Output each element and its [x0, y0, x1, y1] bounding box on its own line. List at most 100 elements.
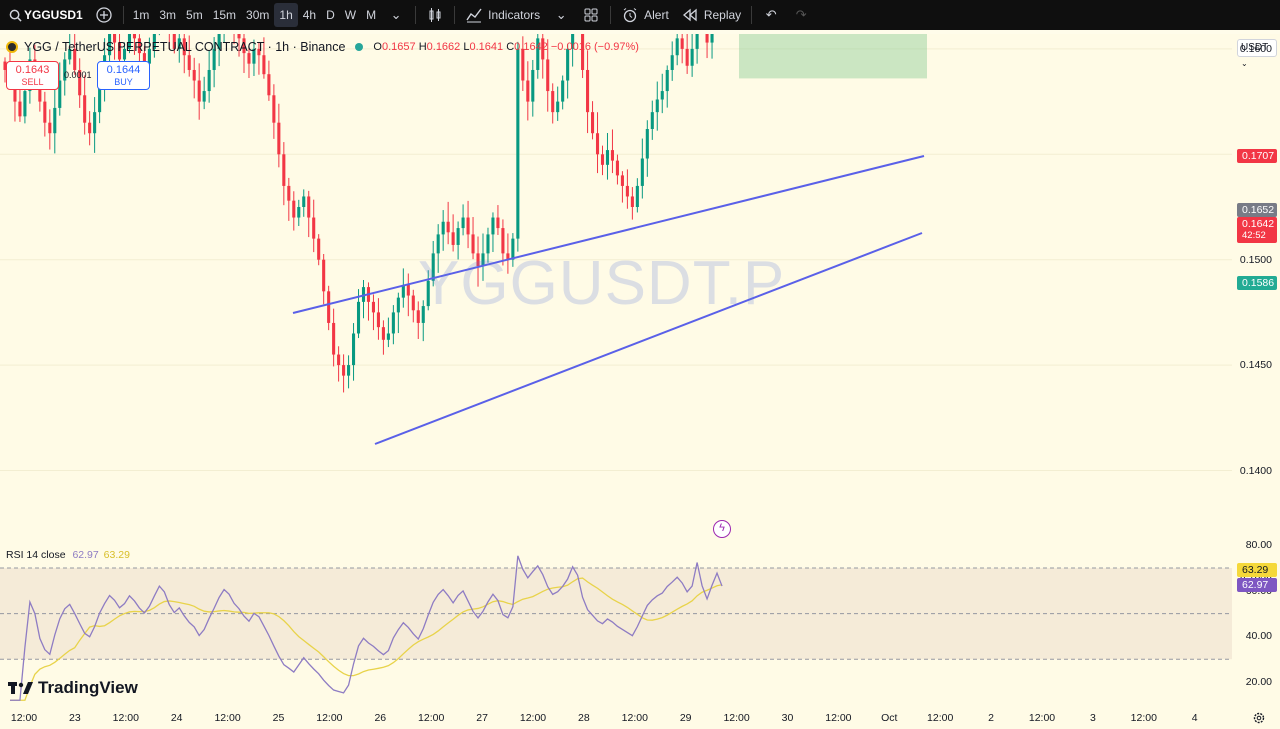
logo-text: TradingView: [38, 678, 138, 697]
candle-body: [381, 327, 385, 340]
rsi-axis-label: 80.00: [1245, 539, 1272, 552]
chevron-down-icon: ⌄: [390, 7, 402, 22]
time-axis-label: 28: [578, 712, 590, 724]
price-axis-label: 0.1500: [1239, 253, 1272, 266]
alert-button[interactable]: Alert: [615, 0, 675, 30]
candle-body: [117, 42, 122, 60]
candle-body: [43, 101, 47, 123]
interval-1m[interactable]: 1m: [132, 8, 150, 22]
candle-body: [526, 80, 530, 102]
indicators-dropdown[interactable]: ⌄: [546, 0, 576, 30]
candle-body: [93, 112, 97, 134]
entry-price-tag: 0.1652: [1237, 203, 1277, 217]
buy-button[interactable]: 0.1644 BUY: [97, 61, 150, 90]
candle-body: [446, 221, 450, 233]
undo-button[interactable]: ↶: [756, 0, 786, 30]
tradingview-logo-icon: [8, 682, 33, 694]
upper-trendline[interactable]: [292, 155, 925, 314]
candle-body: [282, 154, 286, 186]
chart-type-button[interactable]: [420, 0, 450, 30]
time-axis-label: 24: [170, 712, 183, 724]
candle-body: [68, 48, 72, 60]
candle-body: [635, 185, 639, 207]
time-axis-label: 29: [679, 712, 692, 724]
symbol-search[interactable]: YGGUSD1: [0, 0, 89, 30]
price-axis-label: 0.1400: [1239, 464, 1272, 477]
candle-body: [695, 34, 699, 49]
candle-body: [571, 34, 575, 49]
time-axis-label: 12:00: [621, 712, 648, 724]
time-axis-label: 12:00: [519, 712, 547, 724]
tradingview-logo[interactable]: TradingView: [8, 678, 138, 698]
candle-body: [690, 48, 694, 66]
interval-5m[interactable]: 5m: [186, 8, 203, 22]
candle-body: [491, 217, 495, 235]
time-axis-label: 12:00: [723, 712, 750, 724]
rsi-axis-label: 20.00: [1245, 676, 1272, 688]
flash-icon[interactable]: ϟ: [713, 520, 731, 538]
sell-button[interactable]: 0.1643 SELL: [6, 61, 59, 90]
interval-15m[interactable]: 15m: [212, 8, 237, 22]
current-price-tag: 0.1642 42:52: [1237, 217, 1277, 243]
time-axis[interactable]: [0, 706, 1280, 729]
redo-button[interactable]: ↷: [786, 0, 816, 30]
indicators-label: Indicators: [488, 8, 541, 22]
candle-body: [347, 365, 351, 376]
candle-body: [501, 228, 505, 254]
candle-body: [541, 38, 545, 60]
time-axis-label: 4: [1191, 712, 1198, 724]
time-axis-label: 12:00: [825, 712, 852, 724]
candle-body: [670, 55, 674, 70]
interval-d[interactable]: D: [326, 8, 335, 22]
plus-circle-icon: [95, 6, 113, 24]
candle-body: [595, 133, 600, 155]
candle-body: [416, 310, 420, 323]
candle-body: [581, 34, 585, 70]
candle-body: [18, 101, 22, 117]
take-profit-zone[interactable]: [739, 34, 927, 79]
currency-label: USDT: [1241, 42, 1269, 53]
currency-dropdown[interactable]: USDT ⌄: [1237, 39, 1277, 68]
candle-body: [556, 101, 560, 113]
buy-price: 0.1644: [106, 64, 141, 76]
candle-body: [561, 80, 565, 102]
candle-body: [302, 196, 306, 207]
candle-body: [337, 354, 341, 366]
compare-button[interactable]: [89, 0, 119, 30]
sell-price: 0.1643: [15, 64, 50, 76]
indicators-button[interactable]: Indicators: [459, 0, 546, 30]
candle-body: [531, 69, 535, 102]
time-axis-label: 2: [988, 712, 995, 724]
candle-body: [342, 365, 346, 376]
interval-30m[interactable]: 30m: [246, 8, 270, 22]
price-axis[interactable]: [1232, 34, 1280, 706]
candle-body: [172, 34, 176, 49]
candle-body: [212, 48, 216, 70]
alarm-clock-icon: [621, 6, 639, 24]
candle-body: [650, 112, 654, 130]
templates-button[interactable]: [576, 0, 606, 30]
candle-body: [152, 34, 156, 49]
interval-1h[interactable]: 1h: [274, 3, 298, 27]
time-axis-label: 27: [476, 712, 488, 724]
time-axis-label: 12:00: [1028, 712, 1056, 724]
candle-body: [615, 160, 619, 176]
alert-label: Alert: [644, 8, 669, 22]
time-axis-label: 25: [272, 712, 285, 724]
interval-m[interactable]: M: [366, 8, 377, 22]
rsi-value-tag: 62.97: [1237, 578, 1277, 592]
candle-body: [476, 253, 480, 267]
candle-body: [710, 34, 714, 43]
interval-dropdown[interactable]: ⌄: [381, 0, 411, 30]
candle-body: [386, 333, 390, 340]
price-chart-pane[interactable]: [0, 34, 1232, 542]
rsi-pane[interactable]: [0, 542, 1232, 706]
settings-gear-icon[interactable]: [1252, 711, 1266, 725]
lower-trendline[interactable]: [374, 232, 923, 445]
replay-button[interactable]: Replay: [675, 0, 747, 30]
interval-w[interactable]: W: [344, 8, 357, 22]
interval-4h[interactable]: 4h: [302, 8, 317, 22]
divider: [122, 6, 124, 24]
candle-body: [356, 301, 361, 334]
interval-3m[interactable]: 3m: [159, 8, 177, 22]
